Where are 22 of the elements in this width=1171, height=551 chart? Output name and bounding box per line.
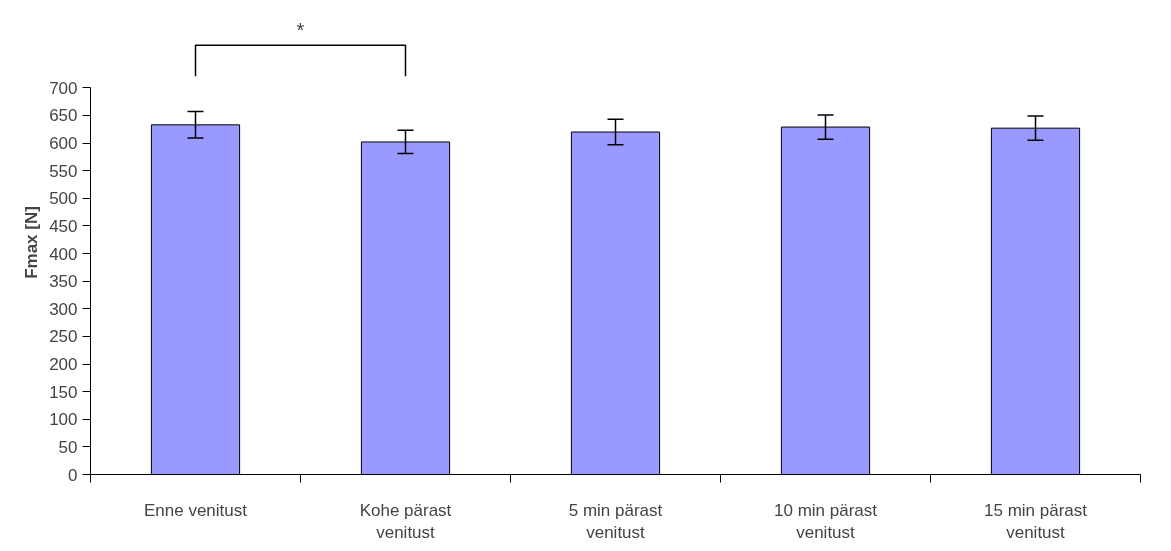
y-tick-label: 50 [58, 437, 78, 457]
y-tick-label: 550 [49, 161, 78, 181]
x-tick-label: Kohe pärast venitust [359, 500, 452, 543]
y-tick-label: 350 [49, 272, 78, 292]
x-tick-label: Enne venitust [143, 500, 248, 520]
y-tick-label: 150 [49, 382, 78, 402]
y-tick-label: 200 [49, 355, 78, 375]
y-tick-label: 450 [49, 216, 78, 236]
y-tick-label: 0 [68, 465, 78, 485]
y-tick-label: 100 [49, 410, 78, 430]
x-tick-label: 5 min pärast venitust [568, 500, 663, 543]
y-tick-label: 250 [49, 327, 78, 347]
text: * [296, 18, 305, 41]
y-tick-label: 600 [49, 134, 78, 154]
y-tick-label: 700 [49, 78, 78, 98]
y-tick-label: 650 [49, 106, 78, 126]
y-axis-title: Fmax [N] [22, 206, 42, 279]
x-tick-label: 15 min pärast venitust [984, 500, 1088, 543]
y-tick-label: 400 [49, 244, 78, 264]
x-tick-label: 10 min pärast venitust [774, 500, 878, 543]
y-tick-label: 500 [49, 189, 78, 209]
y-tick-label: 300 [49, 299, 78, 319]
